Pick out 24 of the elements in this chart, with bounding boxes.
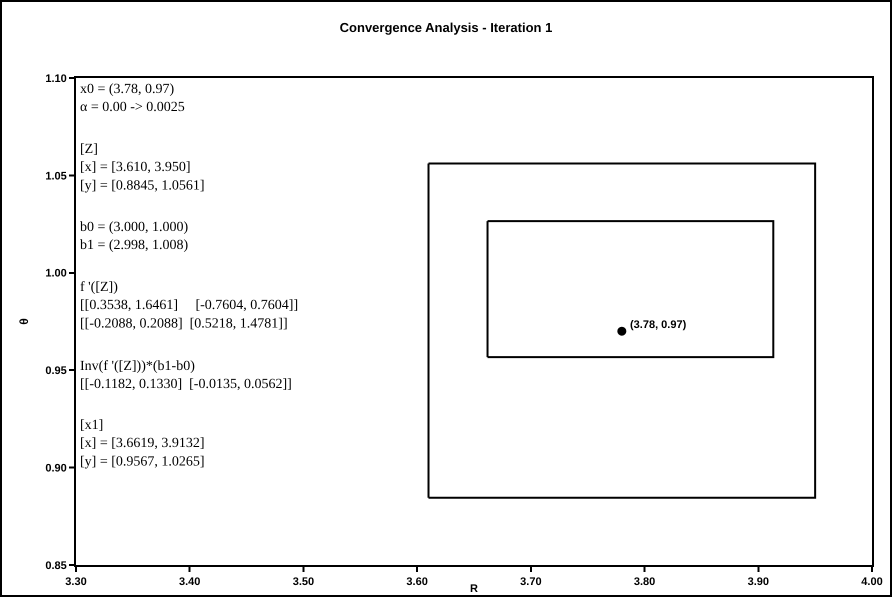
annotation: (3.78, 0.97) <box>630 319 687 331</box>
x-tick-label: 3.40 <box>179 576 200 588</box>
x-tick-label: 3.70 <box>520 576 542 588</box>
x-tick-label: 4.00 <box>861 576 883 588</box>
y-tick-label: 1.10 <box>45 72 67 85</box>
y-tick-label: 0.95 <box>45 365 67 378</box>
annotation: f '([Z]) [[0.3538, 1.6461] [-0.7604, 0.7604]] [[-0.2088, 0.2088] [0.5218, 1.4781]] <box>80 280 298 332</box>
chart-title: Convergence Analysis - Iteration 1 <box>340 20 552 35</box>
x-tick-label: 3.50 <box>292 576 314 588</box>
annotation: Inv(f '([Z]))*(b1-b0) [[-0.1182, 0.1330] [-0.0135, 0.0562]] <box>80 359 292 392</box>
x-tick-label: 3.80 <box>634 576 656 588</box>
x-axis-title: R <box>470 583 478 595</box>
x-tick-label: 3.90 <box>748 576 769 588</box>
y-tick-label: 1.05 <box>45 170 67 182</box>
x-tick-label: 3.30 <box>65 576 87 588</box>
annotation: [Z] [x] = [3.610, 3.950] [y] = [0.8845, 1.0561] <box>80 142 205 194</box>
y-tick-label: 0.90 <box>45 462 67 474</box>
x-tick-label: 3.60 <box>406 576 428 588</box>
y-tick-label: 1.00 <box>45 268 67 280</box>
annotation: b0 = (3.000, 1.000) b1 = (2.998, 1.008) <box>80 220 189 254</box>
y-axis-title: θ <box>17 318 32 325</box>
annotation: [x1] [x] = [3.6619, 3.9132] [y] = [0.9567, 1.0265] <box>80 418 205 470</box>
y-tick-label: 0.85 <box>45 560 67 572</box>
annotation: x0 = (3.78, 0.97) α = 0.00 -> 0.0025 <box>80 82 185 116</box>
